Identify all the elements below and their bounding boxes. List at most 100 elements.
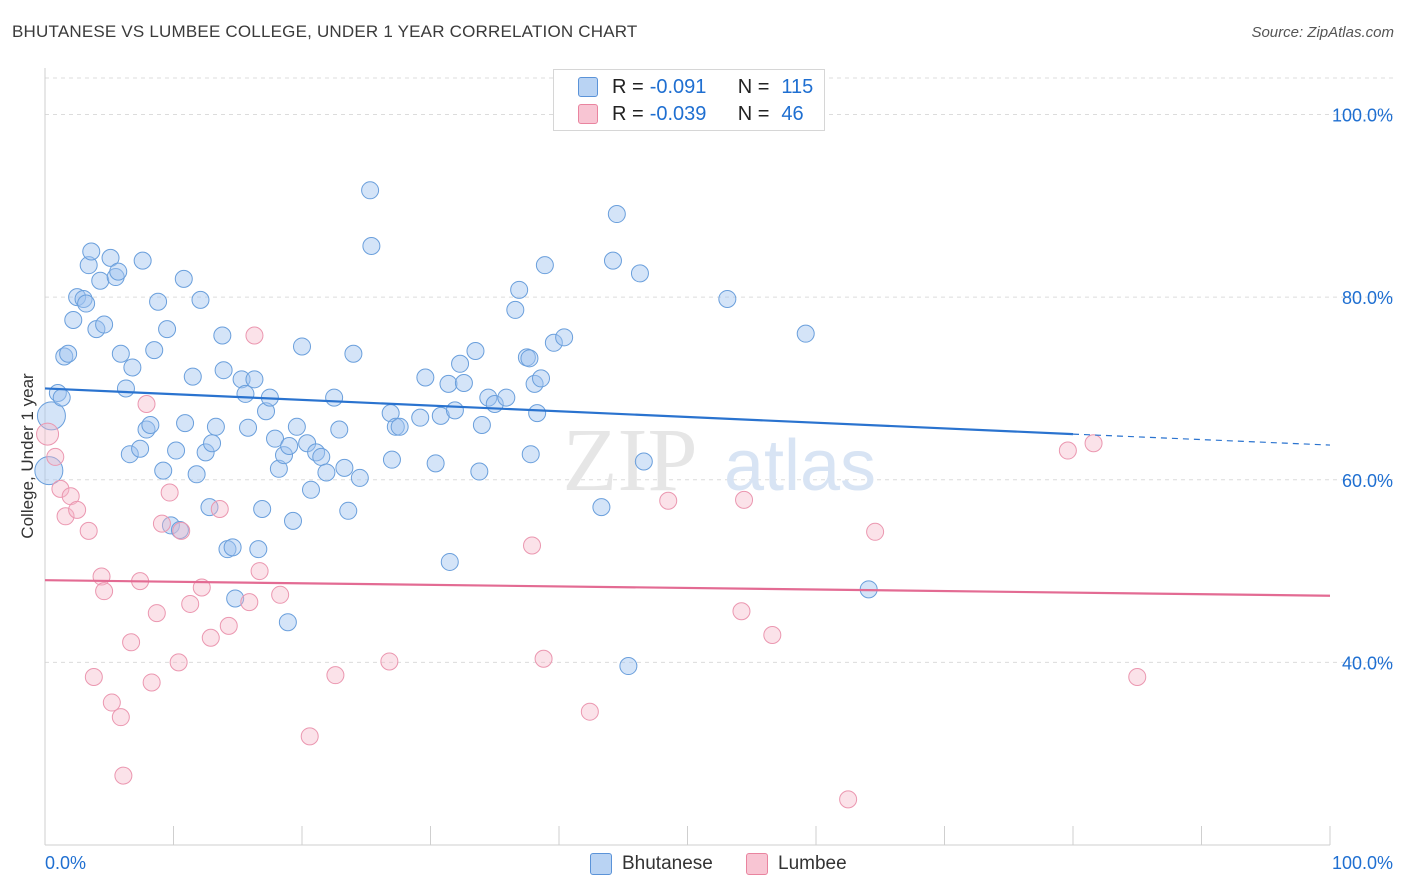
lumbee-point [111, 708, 130, 727]
series-legend-bhutanese: Bhutanese [590, 851, 713, 877]
bhutanese-point [634, 452, 653, 471]
bhutanese-point [232, 370, 251, 389]
lumbee-point [271, 585, 290, 604]
bhutanese-point [158, 320, 177, 339]
y-tick-label: 60.0% [1342, 471, 1393, 491]
bhutanese-point [141, 415, 160, 434]
lumbee-point [172, 521, 191, 540]
lumbee-point [380, 652, 399, 671]
legend-row-bhutanese: R = -0.091 N = 115 [578, 75, 813, 99]
bhutanese-point [239, 418, 258, 437]
bhutanese-point [149, 292, 168, 311]
bhutanese-point [390, 417, 409, 436]
bhutanese-point [718, 289, 737, 308]
lumbee-point [56, 507, 75, 526]
bhutanese-point [77, 294, 96, 313]
bhutanese-point [183, 367, 202, 386]
bhutanese-point [382, 450, 401, 469]
lumbee-legend-label: Lumbee [778, 853, 847, 874]
x-tick-label-min: 0.0% [45, 853, 86, 873]
bhutanese-point [440, 552, 459, 571]
bhutanese-point [52, 388, 71, 407]
bhutanese-point [154, 461, 173, 480]
watermark: ZIP atlas [563, 411, 877, 510]
bhutanese-point [245, 370, 264, 389]
bhutanese-point [223, 538, 242, 557]
bhutanese-point [280, 436, 299, 455]
bhutanese-point [439, 374, 458, 393]
bhutanese-point [284, 511, 303, 530]
lumbee-legend-swatch [746, 853, 768, 875]
lumbee-point [210, 499, 229, 518]
lumbee-point [1058, 441, 1077, 460]
bhutanese-point [293, 337, 311, 356]
lumbee-point [160, 483, 179, 502]
lumbee-point [36, 422, 60, 446]
bhutanese-point [528, 404, 547, 423]
lumbee-point [1084, 434, 1103, 453]
bhutanese-point [312, 447, 331, 466]
bhutanese-point [506, 300, 525, 319]
legend-r-value: -0.091 [649, 75, 707, 98]
bhutanese-point [278, 613, 297, 632]
lumbee-point [219, 616, 238, 635]
bhutanese-point [592, 498, 611, 517]
tick-labels: 40.0% 60.0% 80.0% 100.0% 0.0% 100.0% [45, 106, 1393, 873]
bhutanese-point [339, 501, 358, 520]
bhutanese-point [344, 344, 363, 363]
source-label: Source: ZipAtlas.com [1251, 24, 1394, 41]
bhutanese-point [214, 361, 233, 380]
bhutanese-point [431, 406, 450, 425]
bhutanese-point [269, 459, 288, 478]
bhutanese-point [411, 408, 430, 427]
bhutanese-point [206, 417, 225, 436]
bhutanese-point [196, 443, 215, 462]
bhutanese-point [191, 290, 210, 309]
bhutanese-point [335, 458, 354, 477]
bhutanese-point [64, 310, 83, 329]
legend-n-value: 46 [781, 102, 804, 125]
lumbee-point [763, 625, 782, 644]
bhutanese-point [361, 181, 380, 200]
bhutanese-point [510, 280, 529, 299]
bhutanese-point [330, 420, 349, 439]
bhutanese-point [317, 463, 336, 482]
lumbee-point [181, 594, 200, 613]
y-tick-label: 40.0% [1342, 653, 1393, 673]
bhutanese-point [91, 271, 110, 290]
bhutanese-point [236, 384, 255, 403]
bhutanese-point [466, 342, 485, 361]
lumbee-point [92, 567, 111, 586]
bhutanese-point [520, 349, 539, 368]
lumbee-point [732, 602, 751, 621]
lumbee-point [326, 666, 345, 685]
bhutanese-point [521, 445, 540, 464]
bhutanese-point [603, 251, 622, 270]
bhutanese-point [203, 434, 222, 453]
bhutanese-point [257, 402, 276, 421]
lumbee-swatch [578, 104, 598, 124]
correlation-legend: R = -0.091 N = 115 R = -0.039 N = 46 [553, 69, 825, 131]
bhutanese-swatch [578, 77, 598, 97]
lumbee-point [46, 447, 65, 466]
bhutanese-legend-swatch [590, 853, 612, 875]
bhutanese-trend-line [44, 387, 1074, 436]
legend-row-lumbee: R = -0.039 N = 46 [578, 102, 804, 126]
lumbee-point [102, 693, 121, 712]
lumbee-point [534, 649, 553, 668]
bhutanese-point [472, 415, 491, 434]
bhutanese-legend-label: Bhutanese [622, 853, 713, 874]
bhutanese-point [79, 256, 98, 275]
axes [44, 68, 1331, 846]
bhutanese-point [226, 589, 245, 608]
bhutanese-point [59, 344, 78, 363]
bhutanese-point [187, 465, 206, 484]
bhutanese-point [544, 333, 563, 352]
legend-n-value: 115 [781, 75, 814, 98]
lumbee-point [735, 490, 754, 509]
lumbee-point [659, 491, 678, 510]
lumbee-point [250, 562, 269, 581]
y-tick-label: 80.0% [1342, 288, 1393, 308]
series-legend-lumbee: Lumbee [746, 851, 847, 877]
